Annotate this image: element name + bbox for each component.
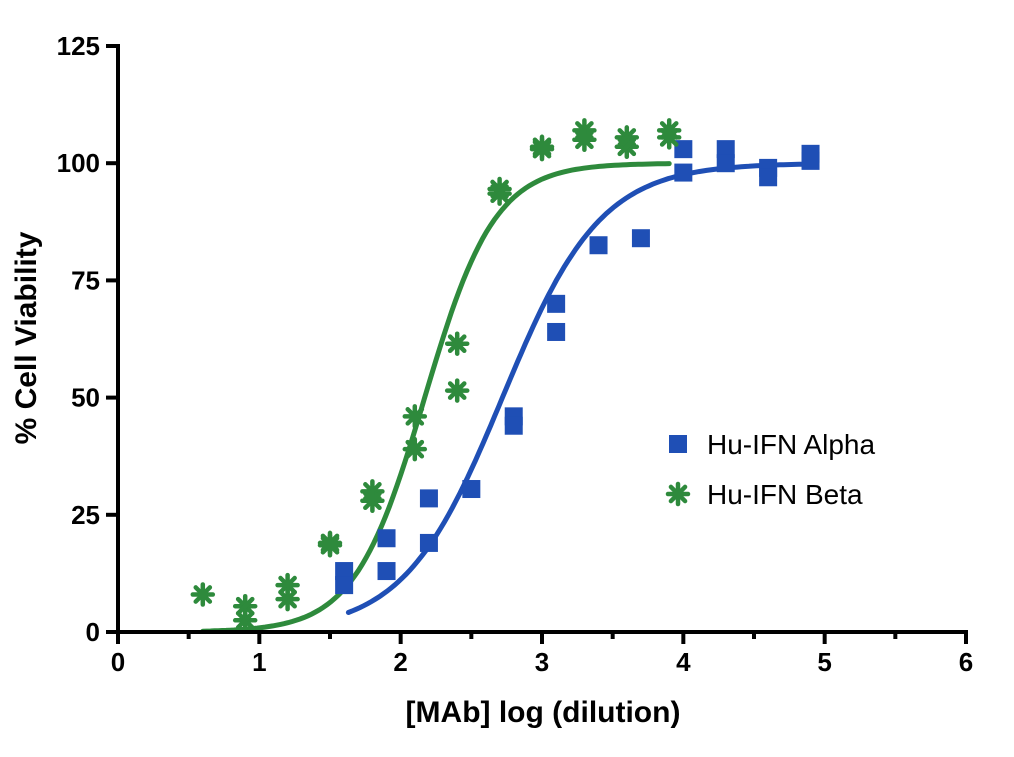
fit-curve: [200, 161, 672, 634]
marker-asterisk: [275, 586, 300, 612]
marker-asterisk: [360, 488, 385, 513]
x-tick-label: 5: [817, 647, 831, 677]
marker-asterisk: [317, 533, 343, 558]
axes: 0 1 2 3 4 5 6 0 25 50 75 100 125: [57, 31, 974, 677]
marker-asterisk: [444, 331, 470, 356]
marker-square: [335, 576, 354, 595]
marker-square: [462, 480, 481, 499]
series-points: [190, 118, 682, 633]
legend-label: Hu-IFN Beta: [707, 479, 863, 510]
ticks: 0 1 2 3 4 5 6 0 25 50 75 100 125: [57, 31, 974, 677]
x-tick-label: 0: [111, 647, 125, 677]
x-tick-label: 3: [535, 647, 549, 677]
series-points: [335, 140, 820, 595]
y-axis-label: % Cell Viability: [10, 231, 43, 444]
legend-label: Hu-IFN Alpha: [707, 429, 875, 460]
y-tick-label: 100: [57, 148, 100, 178]
x-tick-label: 4: [676, 647, 691, 677]
marker-square: [377, 529, 396, 548]
marker-asterisk: [444, 378, 470, 403]
fit-curve: [345, 161, 813, 615]
y-tick-label: 125: [57, 31, 100, 61]
marker-asterisk: [402, 436, 428, 462]
marker-asterisk: [402, 404, 428, 429]
marker-square: [669, 435, 687, 453]
marker-square: [716, 140, 735, 159]
y-tick-label: 50: [71, 383, 100, 413]
marker-asterisk: [665, 481, 691, 507]
marker-square: [419, 489, 438, 508]
marker-asterisk: [572, 127, 597, 153]
y-tick-label: 75: [71, 265, 100, 295]
x-tick-label: 6: [959, 647, 973, 677]
x-tick-label: 1: [252, 647, 266, 677]
marker-square: [547, 322, 566, 341]
legend: Hu-IFN Alpha Hu-IFN Beta: [665, 429, 875, 510]
marker-asterisk: [190, 582, 216, 607]
y-tick-label: 0: [86, 617, 100, 647]
legend-item: Hu-IFN Beta: [665, 479, 863, 510]
x-axis-label: [MAb] log (dilution): [406, 696, 681, 729]
marker-square: [377, 562, 396, 581]
marker-asterisk: [529, 136, 555, 162]
marker-asterisk: [614, 134, 640, 160]
marker-square: [335, 562, 354, 581]
legend-item: Hu-IFN Alpha: [669, 429, 875, 460]
data-points: [190, 118, 820, 633]
marker-square: [801, 151, 820, 170]
marker-square: [631, 229, 650, 248]
marker-asterisk: [487, 181, 512, 206]
marker-square: [716, 154, 735, 173]
marker-square: [759, 168, 778, 187]
marker-asterisk: [656, 125, 682, 150]
x-tick-label: 2: [393, 647, 407, 677]
marker-square: [589, 236, 608, 255]
y-tick-label: 25: [71, 500, 100, 530]
marker-square: [419, 533, 438, 552]
marker-square: [674, 140, 693, 159]
marker-square: [674, 163, 693, 182]
marker-square: [504, 416, 523, 435]
fit-curves: [200, 161, 813, 634]
marker-asterisk: [232, 608, 258, 633]
marker-square: [547, 294, 566, 313]
